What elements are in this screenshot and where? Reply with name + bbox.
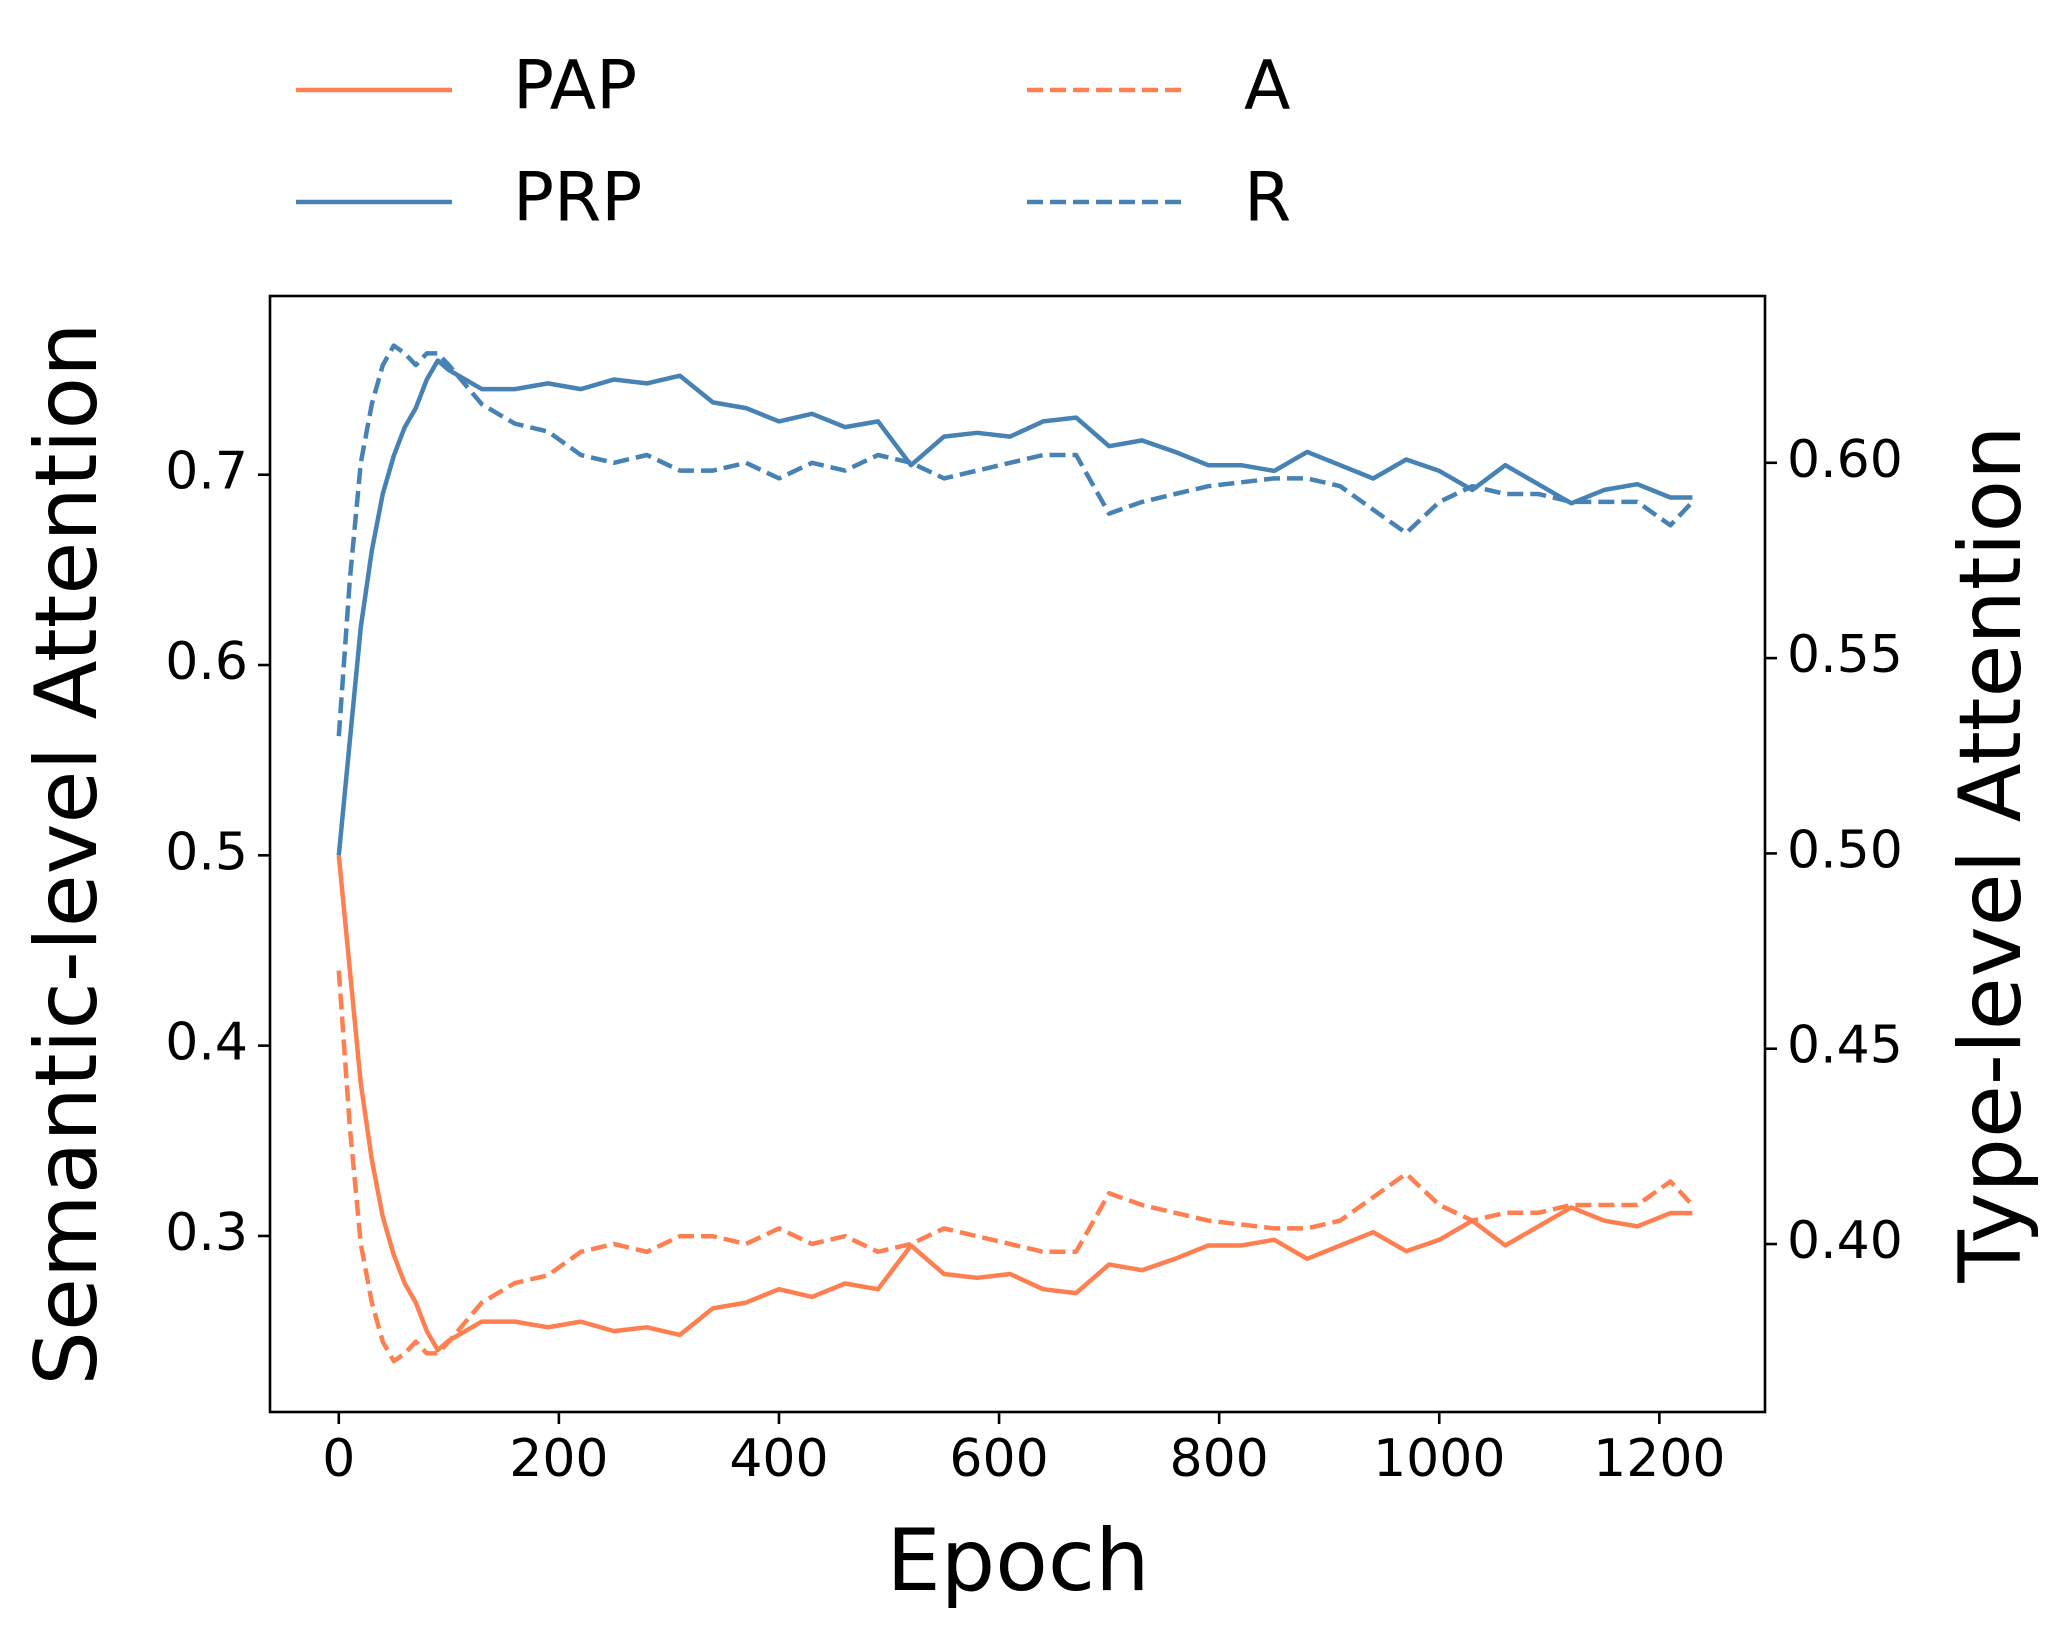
y2-axis-label: Type-level Attention [1941, 425, 2041, 1283]
y2-tick-label: 0.55 [1787, 625, 1903, 685]
x-tick-label: 600 [949, 1429, 1048, 1489]
y-axis-label: Semantic-level Attention [17, 322, 117, 1385]
x-tick-label: 0 [322, 1429, 355, 1489]
x-axis-label: Epoch [886, 1511, 1149, 1611]
legend-label: PRP [513, 159, 642, 238]
legend-label: A [1244, 47, 1291, 126]
x-tick-label: 1200 [1593, 1429, 1725, 1489]
x-tick-label: 800 [1170, 1429, 1269, 1489]
x-tick-label: 1000 [1373, 1429, 1505, 1489]
y-tick-label: 0.4 [165, 1013, 248, 1073]
y-tick-label: 0.5 [165, 822, 248, 882]
y-tick-label: 0.6 [165, 632, 248, 692]
y2-tick-label: 0.50 [1787, 820, 1903, 880]
x-tick-label: 400 [729, 1429, 828, 1489]
series-line [336, 358, 1693, 856]
legend-label: R [1244, 159, 1291, 238]
series-line [336, 970, 1695, 1364]
y2-tick-label: 0.45 [1787, 1016, 1903, 1076]
series-line [336, 343, 1695, 737]
y2-tick-label: 0.40 [1787, 1211, 1903, 1271]
x-tick-label: 200 [509, 1429, 608, 1489]
y-tick-label: 0.7 [165, 442, 248, 502]
y2-tick-label: 0.60 [1787, 430, 1903, 490]
legend-label: PAP [513, 47, 637, 126]
y-tick-label: 0.3 [165, 1203, 248, 1263]
